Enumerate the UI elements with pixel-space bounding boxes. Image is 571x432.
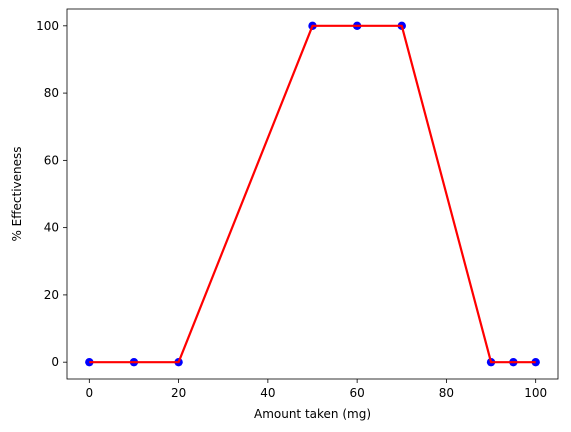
axis-ticks: 0 20 40 60 80 100 0 20 40 60 80 100 [36, 19, 547, 400]
plot-area [85, 21, 540, 367]
series-line [89, 24, 536, 364]
x-tick-label: 60 [349, 386, 364, 400]
y-tick-label: 100 [36, 19, 59, 33]
y-tick-label: 60 [44, 153, 59, 167]
x-tick-label: 0 [85, 386, 93, 400]
y-tick-label: 80 [44, 86, 59, 100]
y-axis-label: % Effectiveness [10, 146, 24, 241]
x-tick-label: 100 [524, 386, 547, 400]
x-tick-label: 40 [260, 386, 275, 400]
x-tick-label: 80 [439, 386, 454, 400]
y-tick-label: 40 [44, 221, 59, 235]
y-tick-label: 0 [51, 355, 59, 369]
x-axis-label: Amount taken (mg) [254, 407, 371, 421]
y-tick-label: 20 [44, 288, 59, 302]
axes-frame [66, 8, 559, 380]
x-tick-label: 20 [171, 386, 186, 400]
